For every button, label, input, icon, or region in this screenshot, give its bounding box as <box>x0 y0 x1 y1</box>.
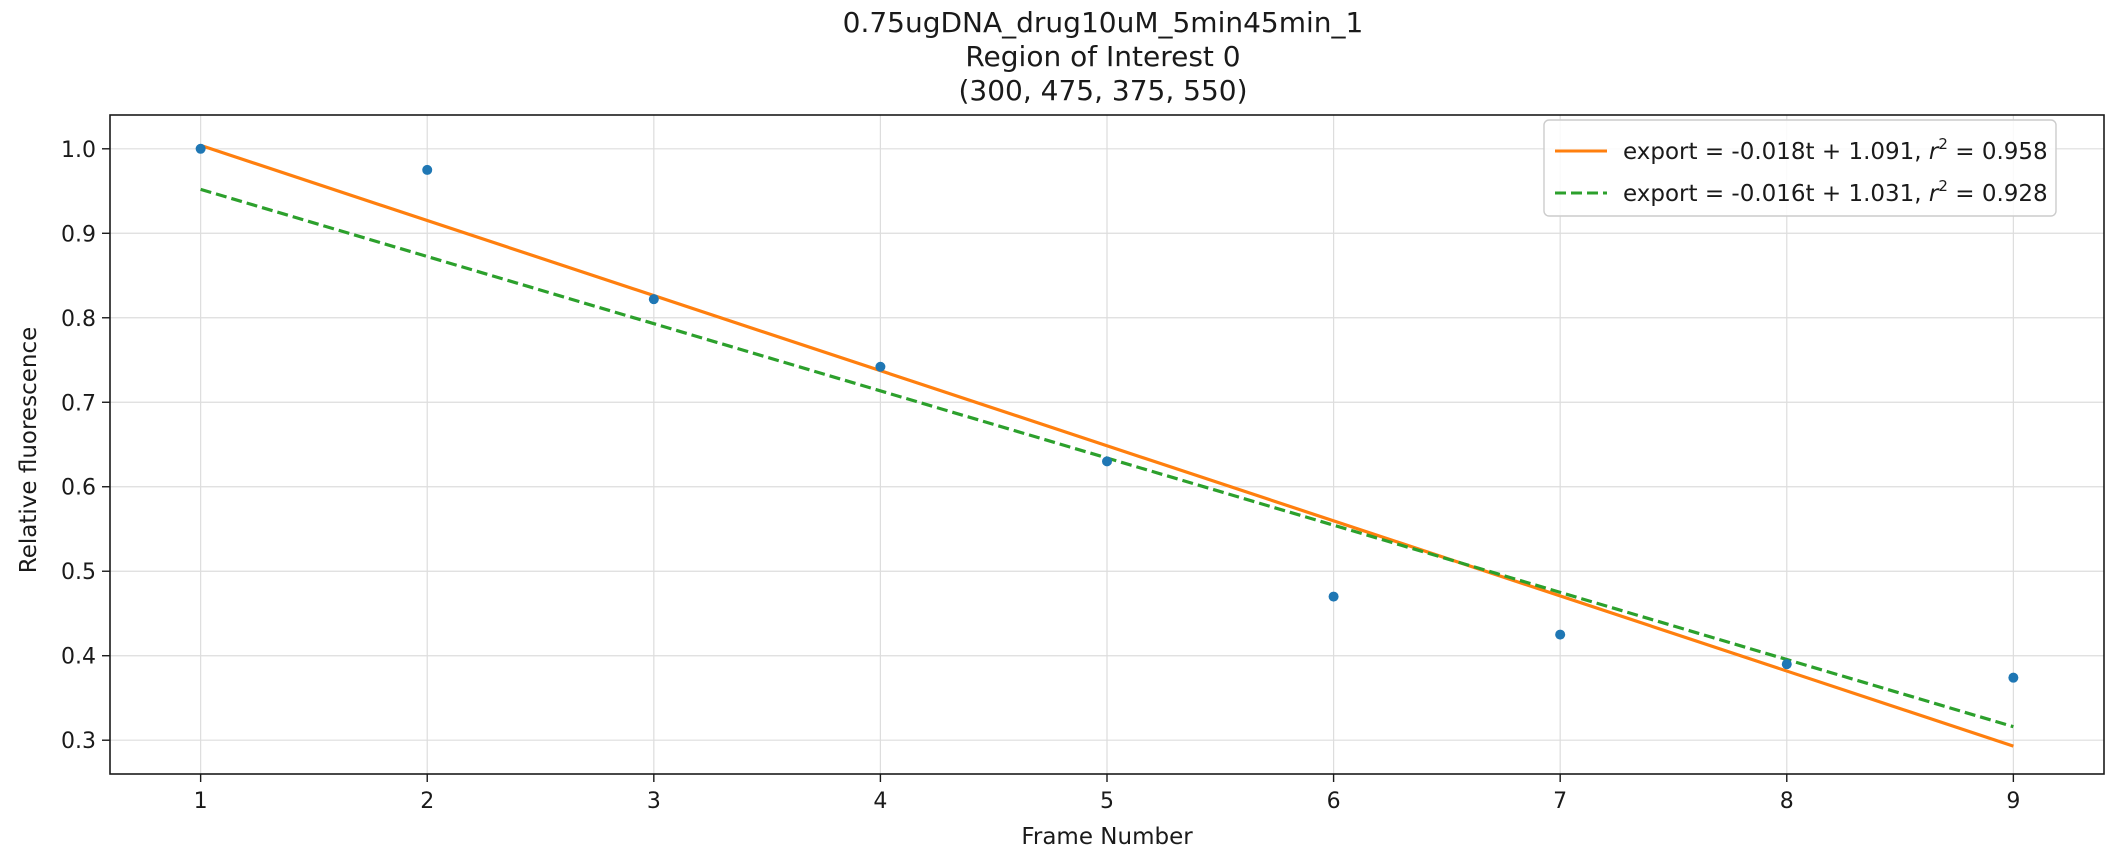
x-tick-label: 4 <box>873 789 887 814</box>
data-point <box>195 143 206 154</box>
data-point <box>1781 659 1792 670</box>
legend: export = -0.018t + 1.091, r2 = 0.958 exp… <box>1543 119 2057 217</box>
y-tick-label: 0.3 <box>61 729 96 754</box>
x-tick-label: 3 <box>647 789 661 814</box>
legend-label-1: export = -0.018t + 1.091, r2 = 0.958 <box>1623 135 2048 165</box>
legend-label-2-prefix: export = -0.016t + 1.031, <box>1623 181 1929 207</box>
data-point <box>2008 672 2019 683</box>
y-tick-label: 0.4 <box>61 645 96 670</box>
data-points <box>195 143 2019 683</box>
y-tick-label: 0.9 <box>61 222 96 247</box>
x-tick-label: 1 <box>194 789 208 814</box>
x-axis-ticks: 1 2 3 4 5 6 7 8 9 <box>194 774 2020 814</box>
legend-label-2-r: r <box>1929 181 1940 207</box>
data-point <box>422 164 433 175</box>
x-tick-label: 7 <box>1553 789 1567 814</box>
legend-label-1-suffix: = 0.958 <box>1948 139 2048 165</box>
fit-line-solid <box>200 143 2014 748</box>
legend-label-1-prefix: export = -0.018t + 1.091, <box>1623 139 1929 165</box>
y-tick-label: 0.8 <box>61 307 96 332</box>
y-tick-label: 0.6 <box>61 476 96 501</box>
legend-label-2-suffix: = 0.928 <box>1948 181 2048 207</box>
data-point <box>875 361 886 372</box>
x-tick-label: 2 <box>420 789 434 814</box>
legend-label-1-sup: 2 <box>1938 135 1948 153</box>
legend-entry-2: export = -0.016t + 1.031, r2 = 0.928 <box>1555 177 2048 207</box>
x-tick-label: 8 <box>1780 789 1794 814</box>
chart-title-line-3: (300, 475, 375, 550) <box>958 74 1247 107</box>
data-point <box>1328 591 1339 602</box>
data-point <box>1102 456 1112 467</box>
legend-label-2: export = -0.016t + 1.031, r2 = 0.928 <box>1623 177 2048 207</box>
x-tick-label: 6 <box>1327 789 1341 814</box>
legend-label-1-r: r <box>1929 139 1940 165</box>
legend-entry-1: export = -0.018t + 1.091, r2 = 0.958 <box>1555 135 2048 165</box>
x-tick-label: 5 <box>1100 789 1114 814</box>
legend-label-2-sup: 2 <box>1938 177 1948 195</box>
data-point <box>1555 629 1566 640</box>
x-tick-label: 9 <box>2006 789 2020 814</box>
chart-title-line-1: 0.75ugDNA_drug10uM_5min45min_1 <box>843 6 1364 39</box>
legend-box <box>1543 119 2057 217</box>
y-tick-label: 0.7 <box>61 391 96 416</box>
y-axis-ticks: 0.3 0.4 0.5 0.6 0.7 0.8 0.9 1.0 <box>61 138 110 754</box>
y-tick-label: 0.5 <box>61 560 96 585</box>
y-axis-label: Relative fluorescence <box>16 327 42 573</box>
chart-title-line-2: Region of Interest 0 <box>965 40 1240 73</box>
x-axis-label: Frame Number <box>1021 824 1193 850</box>
y-tick-label: 1.0 <box>61 138 96 163</box>
data-point <box>648 294 659 305</box>
